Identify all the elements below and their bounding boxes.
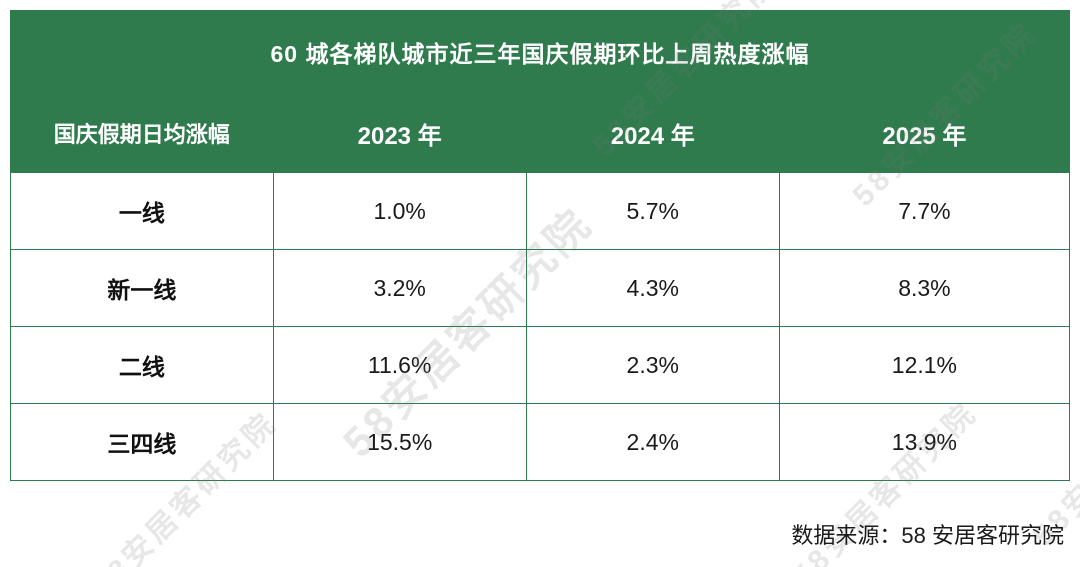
cell-value: 2.3% [525, 326, 780, 404]
cell-value: 5.7% [525, 172, 780, 250]
column-header-2024: 2024 年 [525, 93, 780, 173]
cell-value: 2.4% [525, 403, 780, 481]
heat-increase-table: 60 城各梯队城市近三年国庆假期环比上周热度涨幅 国庆假期日均涨幅 2023 年… [10, 10, 1071, 481]
table-title-row: 60 城各梯队城市近三年国庆假期环比上周热度涨幅 [10, 10, 1070, 94]
row-label: 一线 [10, 172, 274, 250]
cell-value: 12.1% [778, 326, 1071, 404]
data-source-label: 数据来源：58 安居客研究院 [791, 523, 1064, 548]
column-header-metric: 国庆假期日均涨幅 [10, 93, 274, 173]
column-header-2023: 2023 年 [272, 93, 527, 173]
table-row: 二线 11.6% 2.3% 12.1% [10, 326, 1071, 404]
table-row: 新一线 3.2% 4.3% 8.3% [10, 249, 1071, 327]
cell-value: 13.9% [778, 403, 1071, 481]
column-header-2025: 2025 年 [778, 93, 1071, 173]
row-label: 新一线 [10, 249, 274, 327]
table-row: 一线 1.0% 5.7% 7.7% [10, 172, 1071, 250]
cell-value: 4.3% [525, 249, 780, 327]
cell-value: 7.7% [778, 172, 1071, 250]
table-row: 三四线 15.5% 2.4% 13.9% [10, 403, 1071, 481]
cell-value: 1.0% [272, 172, 527, 250]
row-label: 二线 [10, 326, 274, 404]
cell-value: 8.3% [778, 249, 1071, 327]
table-header-row: 国庆假期日均涨幅 2023 年 2024 年 2025 年 [10, 93, 1071, 173]
cell-value: 3.2% [272, 249, 527, 327]
row-label: 三四线 [10, 403, 274, 481]
cell-value: 15.5% [272, 403, 527, 481]
table-body: 一线 1.0% 5.7% 7.7% 新一线 3.2% 4.3% 8.3% 二线 11.6% 2.3%… [10, 172, 1071, 481]
cell-value: 11.6% [272, 326, 527, 404]
table-title: 60 城各梯队城市近三年国庆假期环比上周热度涨幅 [10, 10, 1070, 94]
